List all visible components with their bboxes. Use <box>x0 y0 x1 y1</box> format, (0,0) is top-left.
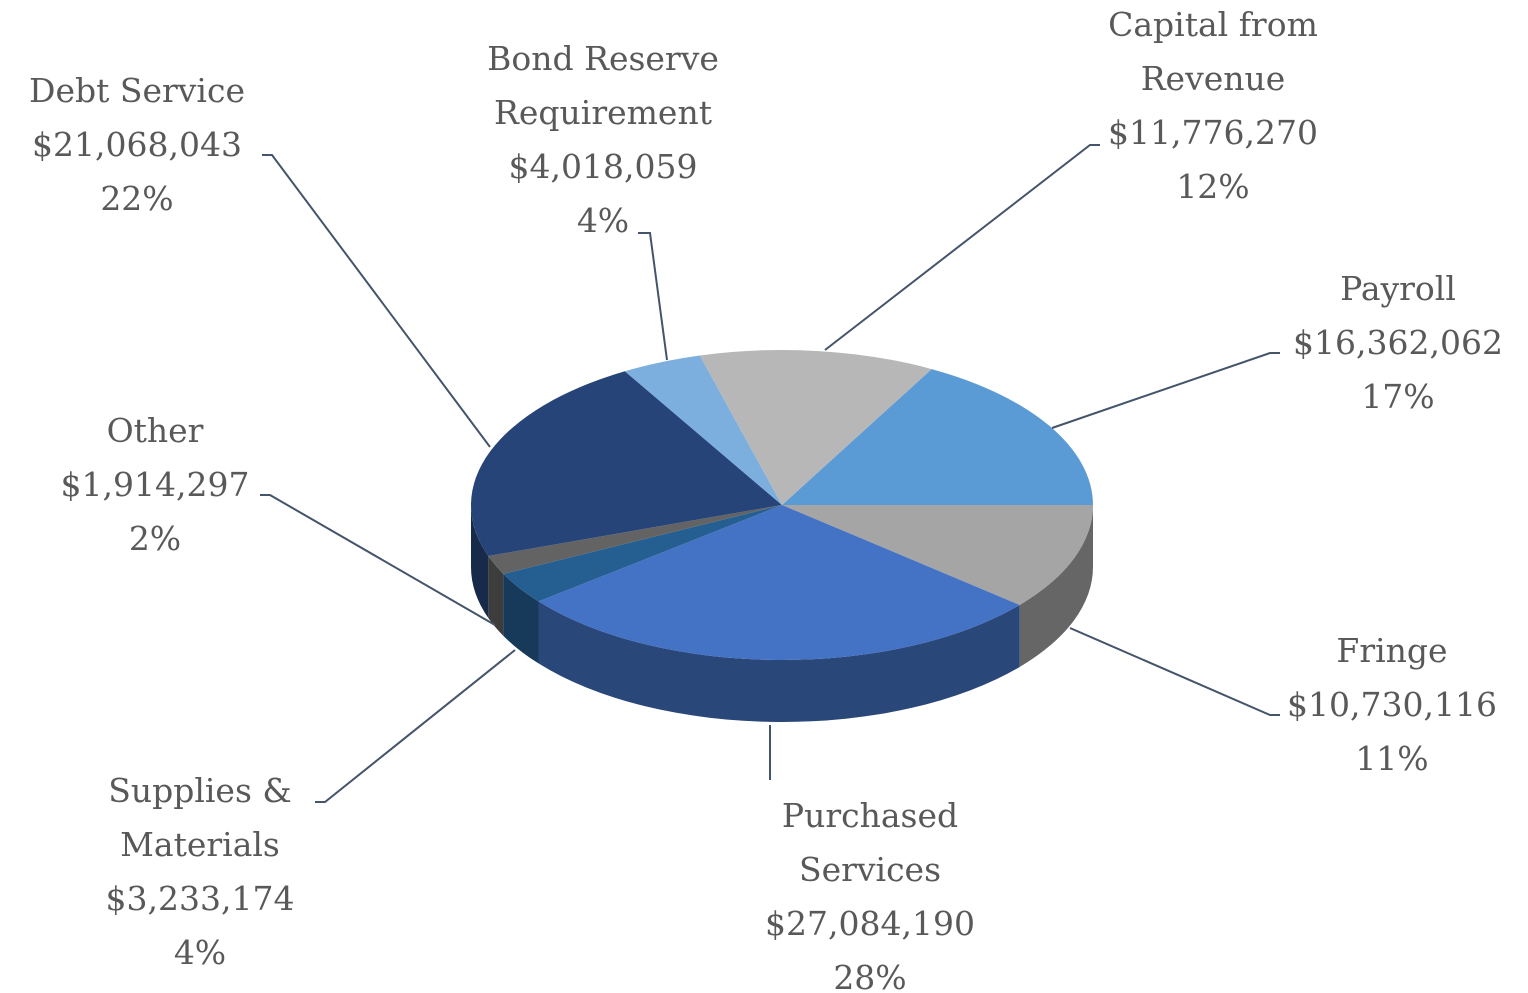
leader-line <box>262 154 491 448</box>
value-label: $1,914,297 <box>60 465 250 504</box>
share-label: 4% <box>576 201 630 240</box>
category-label: Fringe <box>1336 631 1448 670</box>
data-label: Supplies & Materials $3,233,174 4% <box>75 764 325 980</box>
share-label: 22% <box>100 179 174 218</box>
category-label: Bond Reserve Requirement <box>487 39 719 132</box>
category-label: Other <box>106 411 204 450</box>
leader-line <box>315 649 516 803</box>
slice <box>503 505 782 602</box>
slice-side <box>471 505 489 618</box>
slice <box>782 369 1093 505</box>
leader-line <box>638 232 668 361</box>
category-label: Supplies & Materials <box>108 771 292 864</box>
data-label: Debt Service $21,068,043 22% <box>0 64 277 226</box>
value-label: $3,233,174 <box>105 879 295 918</box>
leader-line <box>1051 352 1280 429</box>
slice <box>624 355 782 505</box>
category-label: Debt Service <box>29 71 245 110</box>
value-label: $21,068,043 <box>32 125 242 164</box>
share-label: 11% <box>1355 739 1429 778</box>
share-label: 4% <box>173 933 227 972</box>
value-label: $10,730,116 <box>1287 685 1497 724</box>
share-label: 17% <box>1361 377 1435 416</box>
slice <box>471 371 782 556</box>
value-label: $11,776,270 <box>1108 113 1318 152</box>
slice <box>782 505 1093 605</box>
slice-side <box>488 555 504 636</box>
data-label: Payroll $16,362,062 17% <box>1248 262 1528 424</box>
share-label: 12% <box>1176 167 1250 206</box>
data-label: Fringe $10,730,116 11% <box>1242 624 1528 786</box>
data-label: Other $1,914,297 2% <box>25 404 285 566</box>
slice <box>699 350 932 505</box>
value-label: $4,018,059 <box>508 147 698 186</box>
slice-side <box>503 573 539 664</box>
leader-line <box>260 494 496 626</box>
category-label: Purchased Services <box>781 796 959 889</box>
slice-side <box>1019 505 1093 667</box>
value-label: $16,362,062 <box>1293 323 1503 362</box>
data-label: Purchased Services $27,084,190 28% <box>740 789 1000 993</box>
slice <box>488 505 782 574</box>
data-label: Capital from Revenue $11,776,270 12% <box>1083 0 1343 214</box>
category-label: Payroll <box>1340 269 1456 308</box>
value-label: $27,084,190 <box>765 904 975 943</box>
category-label: Capital from Revenue <box>1108 5 1318 98</box>
leader-line <box>824 144 1100 351</box>
share-label: 28% <box>833 958 907 993</box>
data-label: Bond Reserve Requirement $4,018,059 4% <box>453 32 753 248</box>
leader-line <box>1069 627 1280 716</box>
slice <box>538 505 1020 661</box>
share-label: 2% <box>128 519 182 558</box>
slice-side <box>538 601 1020 722</box>
